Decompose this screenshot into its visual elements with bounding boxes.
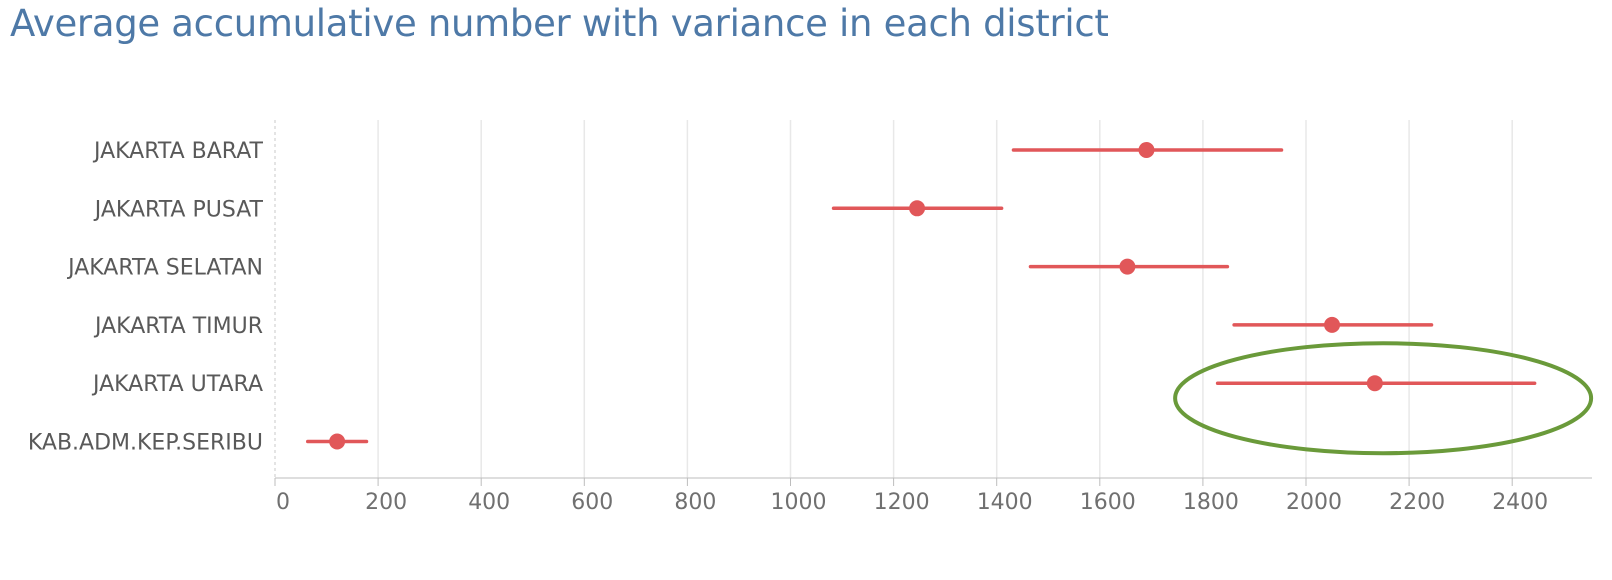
x-tick-label-200: 200 <box>365 490 407 515</box>
x-tick-label-2000: 2000 <box>1286 490 1342 515</box>
x-axis: 0 200 400 600 800 1000 1200 1400 1600 1800 2000 220… <box>274 477 1592 515</box>
category-label: JAKARTA TIMUR <box>93 314 263 339</box>
x-tick-label-1600: 1600 <box>1080 490 1136 515</box>
category-label: JAKARTA UTARA <box>91 372 263 397</box>
data-point <box>1366 375 1383 392</box>
highlight-ellipse <box>1173 341 1594 456</box>
data-point <box>329 433 346 450</box>
data-point <box>1324 316 1341 333</box>
data-point <box>1119 258 1136 275</box>
x-tick-label-800: 800 <box>674 490 716 515</box>
category-label: KAB.ADM.KEP.SERIBU <box>28 431 263 456</box>
x-tick-label-1000: 1000 <box>771 490 827 515</box>
y-axis: JAKARTA BARAT JAKARTA PUSAT JAKARTA SELATA… <box>28 120 276 478</box>
category-label: JAKARTA SELATAN <box>66 256 263 281</box>
category-label: JAKARTA BARAT <box>92 139 264 164</box>
x-tick-label-2400: 2400 <box>1492 490 1548 515</box>
x-tick-label-1800: 1800 <box>1183 490 1239 515</box>
category-label: JAKARTA PUSAT <box>93 197 264 222</box>
annotations <box>1173 341 1594 456</box>
x-tick-label-1200: 1200 <box>874 490 930 515</box>
gridlines <box>377 120 1513 478</box>
x-tick-label-600: 600 <box>571 490 613 515</box>
data-point <box>909 200 926 217</box>
x-tick-label-2200: 2200 <box>1389 490 1445 515</box>
data-point <box>1138 142 1155 158</box>
chart-title: Average accumulative number with varianc… <box>10 2 1109 45</box>
x-tick-label-1400: 1400 <box>977 490 1033 515</box>
data-marks <box>305 142 1537 450</box>
x-tick-label-400: 400 <box>468 490 510 515</box>
x-tick-label-0: 0 <box>276 490 290 515</box>
